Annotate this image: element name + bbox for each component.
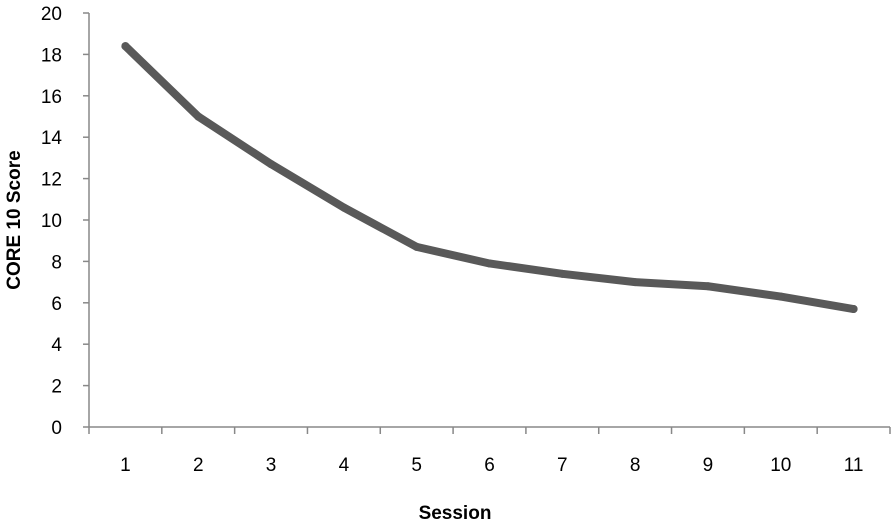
y-tick-label: 0: [51, 418, 62, 439]
data-point: [339, 203, 348, 212]
y-axis: 0 2 4 6 8 10 12 14 16 18 20: [41, 4, 90, 439]
y-tick-label: 20: [41, 4, 62, 25]
y-tick-label: 10: [41, 211, 62, 232]
data-point: [631, 278, 640, 287]
data-point: [485, 259, 494, 268]
data-point: [412, 242, 421, 251]
x-axis-title: Session: [419, 503, 492, 524]
y-tick-label: 12: [41, 170, 62, 191]
y-tick-label: 14: [41, 128, 63, 149]
y-axis-title: CORE 10 Score: [4, 150, 25, 289]
y-tick-label: 18: [41, 45, 62, 66]
data-point: [194, 112, 203, 121]
x-tick-label: 7: [557, 455, 568, 476]
x-axis: 1 2 3 4 5 6 7 8 9 10 11: [88, 426, 891, 476]
series-line: [121, 42, 858, 314]
x-tick-label: 8: [630, 455, 641, 476]
data-point: [703, 282, 712, 291]
y-tick-label: 2: [51, 377, 62, 398]
y-tick-label: 6: [51, 294, 62, 315]
x-tick-label: 3: [266, 455, 277, 476]
data-point: [849, 305, 858, 314]
data-point: [121, 42, 130, 51]
x-tick-label: 6: [484, 455, 495, 476]
x-tick-label: 2: [193, 455, 204, 476]
data-point: [267, 160, 276, 169]
series-layer: [121, 42, 858, 314]
data-point: [558, 269, 567, 278]
x-tick-label: 1: [120, 455, 131, 476]
x-tick-label: 9: [703, 455, 714, 476]
x-tick-label: 11: [844, 455, 864, 476]
y-tick-label: 4: [51, 335, 62, 356]
y-tick-label: 8: [51, 252, 62, 273]
data-point: [776, 292, 785, 301]
x-tick-label: 5: [411, 455, 422, 476]
x-tick-label: 4: [339, 455, 350, 476]
x-tick-label: 10: [770, 455, 791, 476]
y-tick-label: 16: [41, 87, 62, 108]
